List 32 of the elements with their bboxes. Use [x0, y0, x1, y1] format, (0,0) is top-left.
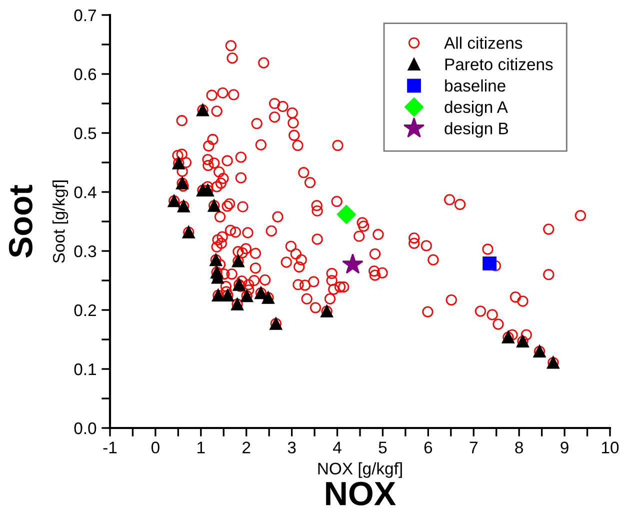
y-tick-label: 0.7: [74, 9, 96, 22]
x-tick-label: 10: [602, 442, 619, 454]
y-tick-label: 0.1: [74, 363, 96, 376]
point: [342, 253, 364, 274]
x-tick-label: 6: [424, 442, 432, 454]
y-tick-label: 0.4: [74, 186, 96, 198]
y-axis-title: Soot [g/kgf]: [52, 180, 68, 263]
legend-label: design A: [444, 100, 508, 116]
point: [336, 204, 356, 224]
x-tick-label: 1: [198, 442, 205, 454]
point: [482, 256, 496, 270]
x-tick-label: 9: [560, 442, 568, 454]
y-tick-label: 0.0: [74, 422, 96, 434]
x-tick-label: -1: [103, 442, 117, 454]
y-tick-label: 0.2: [74, 304, 96, 316]
x-tick-label: 7: [470, 442, 478, 454]
x-tick-label: 3: [288, 442, 296, 454]
x-tick-label: 4: [333, 442, 342, 454]
legend-label: Pareto citizens: [445, 58, 553, 70]
x-axis-title: NOX [g/kgf]: [318, 462, 402, 478]
legend-label: baseline: [445, 79, 506, 92]
x-tick-label: 8: [515, 442, 523, 454]
x-tick-label: 2: [242, 442, 250, 454]
y-tick-label: 0.6: [74, 68, 96, 80]
y-tick-label: 0.5: [74, 127, 96, 140]
legend-label: design B: [444, 122, 508, 138]
x-tick-label: 0: [151, 442, 160, 454]
x-tick-label: 5: [378, 442, 387, 454]
text: Soot: [8, 184, 32, 258]
legend-label: All citizens: [444, 36, 522, 49]
y-tick-label: 0.3: [74, 245, 96, 258]
text: NOX: [326, 482, 396, 506]
